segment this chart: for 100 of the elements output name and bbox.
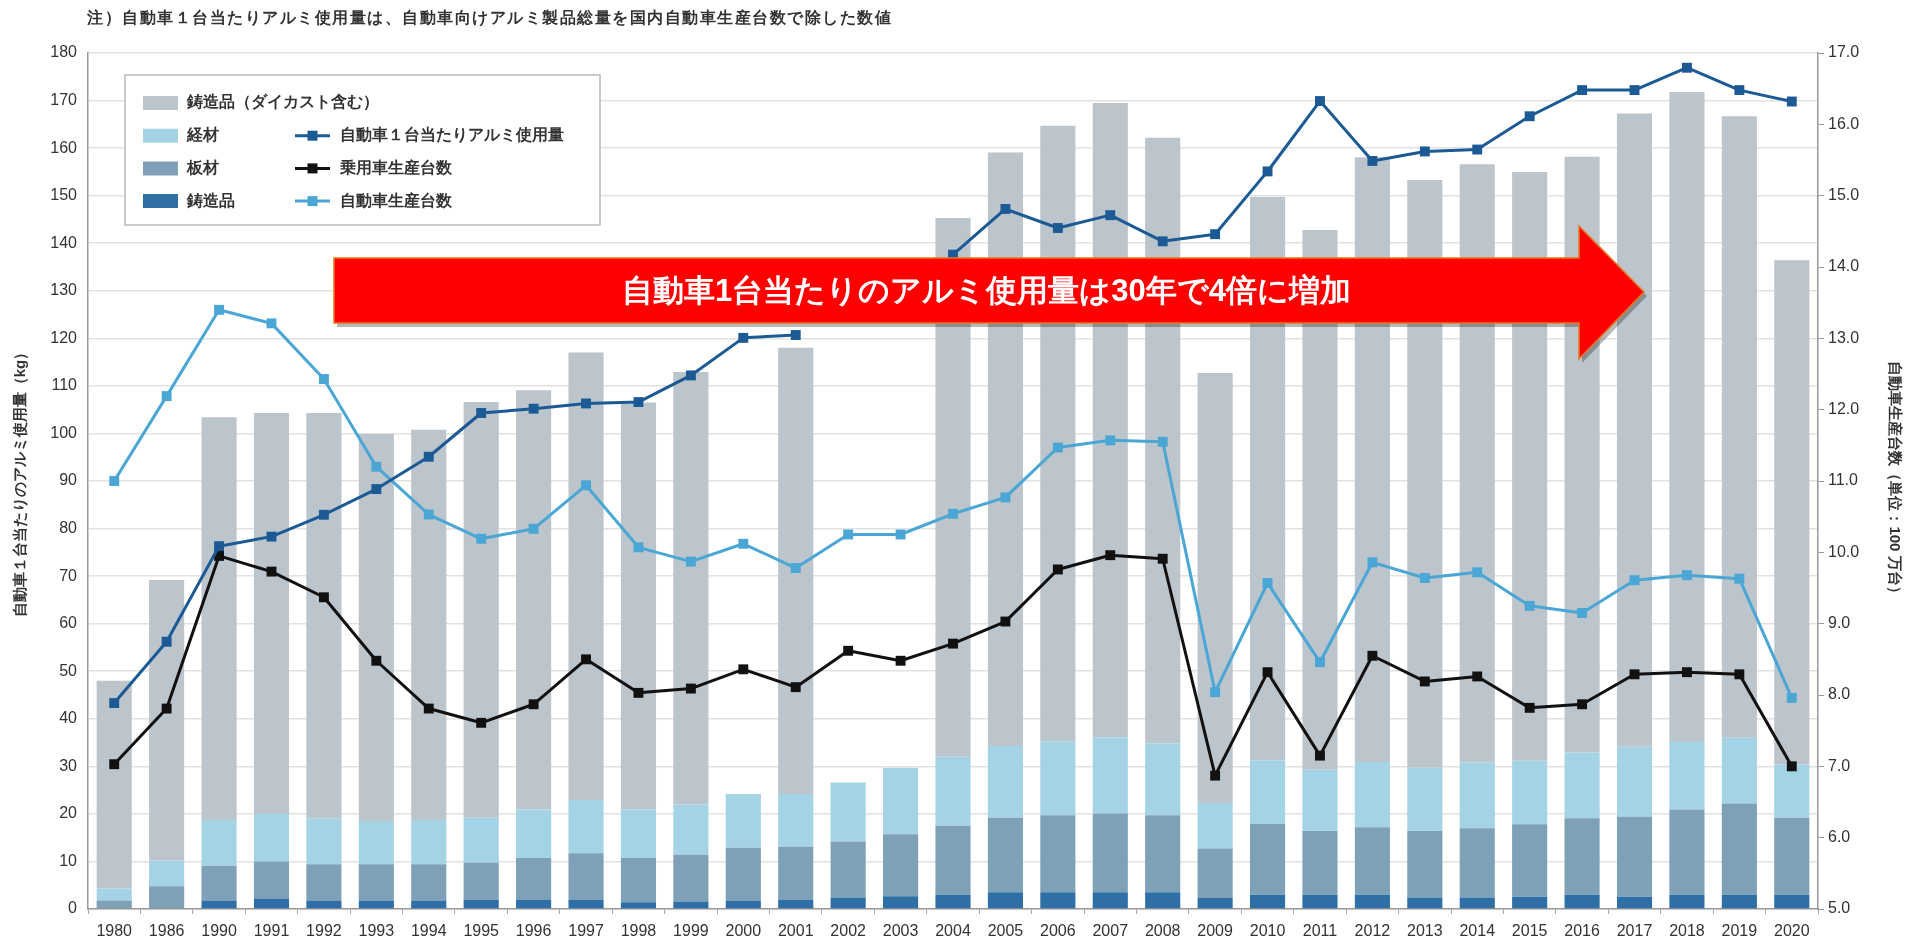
bar [620, 858, 657, 903]
bar [1512, 760, 1548, 825]
bar [1040, 815, 1076, 893]
point [1629, 575, 1640, 586]
point [528, 699, 539, 710]
bar [620, 402, 657, 810]
y-tick-label: 20 [59, 804, 78, 822]
bar [1197, 373, 1233, 803]
bar [1669, 92, 1705, 743]
bar [568, 853, 604, 900]
bar [1354, 762, 1390, 828]
point [1472, 567, 1483, 578]
bar [778, 347, 814, 794]
bar [620, 902, 657, 909]
point [214, 304, 225, 315]
bar [1354, 894, 1390, 909]
bar [96, 680, 132, 889]
bar [253, 813, 290, 862]
bar [1774, 764, 1810, 818]
bar [96, 888, 132, 901]
bar [1302, 831, 1338, 895]
bar [778, 846, 814, 900]
bar [1145, 892, 1181, 909]
y2-tick-label: 5.0 [1828, 899, 1851, 917]
bar [1354, 827, 1390, 895]
y-axis-title: 自動車１台当たりのアルミ使用量（kg） [11, 344, 29, 618]
x-tick-label: 1990 [201, 922, 237, 939]
bar [883, 834, 919, 897]
bar [358, 864, 394, 901]
bar [1512, 896, 1548, 909]
point [1157, 553, 1168, 564]
legend-label: 乗用車生産台数 [339, 157, 453, 176]
point [1157, 436, 1168, 447]
x-tick-label: 2019 [1721, 922, 1758, 939]
point [1734, 85, 1745, 96]
point [1577, 85, 1588, 96]
point [738, 332, 749, 343]
bar [883, 896, 919, 909]
y-tick-label: 80 [59, 518, 78, 536]
bar [1249, 760, 1286, 824]
point [1786, 692, 1797, 703]
bar [1616, 896, 1653, 909]
point [948, 508, 958, 519]
point [790, 330, 801, 340]
bar [1145, 815, 1181, 893]
bar [96, 900, 132, 909]
point [1629, 669, 1640, 680]
bar [253, 861, 290, 899]
x-tick-label: 2010 [1249, 922, 1286, 939]
bar [1302, 894, 1338, 909]
y2-tick-label: 9.0 [1828, 614, 1851, 632]
bar [1459, 762, 1495, 829]
bar [673, 901, 709, 909]
x-tick-label: 2017 [1616, 922, 1653, 939]
bar [463, 817, 499, 863]
bar [1512, 824, 1548, 897]
point [109, 698, 120, 709]
point [1419, 146, 1430, 157]
x-tick-label: 2002 [830, 922, 867, 939]
bar [411, 820, 447, 865]
point [528, 403, 539, 414]
point [423, 509, 434, 520]
y-tick-label: 180 [50, 43, 78, 61]
point [685, 556, 696, 567]
point [685, 683, 696, 694]
bar [149, 886, 185, 909]
y-tick-label: 120 [50, 328, 78, 346]
bar [516, 809, 552, 859]
y-tick-label: 90 [59, 471, 78, 489]
y2-tick-label: 14.0 [1828, 257, 1860, 275]
bar [935, 756, 971, 826]
y-tick-label: 70 [59, 566, 78, 584]
bar [253, 898, 290, 909]
point [266, 531, 277, 542]
point [1472, 671, 1483, 682]
point [109, 759, 120, 770]
point [1262, 667, 1273, 678]
bar [1669, 894, 1705, 909]
bar [1407, 897, 1443, 909]
bar [778, 899, 814, 909]
bar [463, 402, 499, 818]
point [371, 461, 382, 472]
bar [1564, 818, 1600, 895]
point [895, 529, 906, 540]
y2-tick-label: 16.0 [1828, 114, 1860, 132]
bar [201, 820, 237, 866]
point [1524, 702, 1535, 713]
point [1052, 223, 1063, 233]
point [1315, 657, 1325, 668]
y2-tick-label: 7.0 [1828, 756, 1851, 774]
bar [673, 804, 709, 855]
bar [725, 847, 761, 901]
bar [830, 841, 866, 898]
bar [306, 864, 342, 901]
bar [1459, 828, 1495, 898]
point [738, 664, 749, 675]
bar [1774, 817, 1810, 895]
x-tick-label: 2003 [882, 922, 919, 939]
bar [1721, 894, 1757, 909]
point [318, 592, 329, 603]
